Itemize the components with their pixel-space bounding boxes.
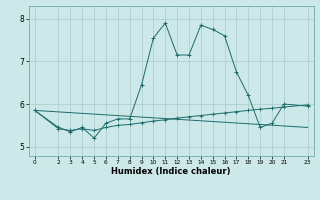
X-axis label: Humidex (Indice chaleur): Humidex (Indice chaleur) [111, 167, 231, 176]
